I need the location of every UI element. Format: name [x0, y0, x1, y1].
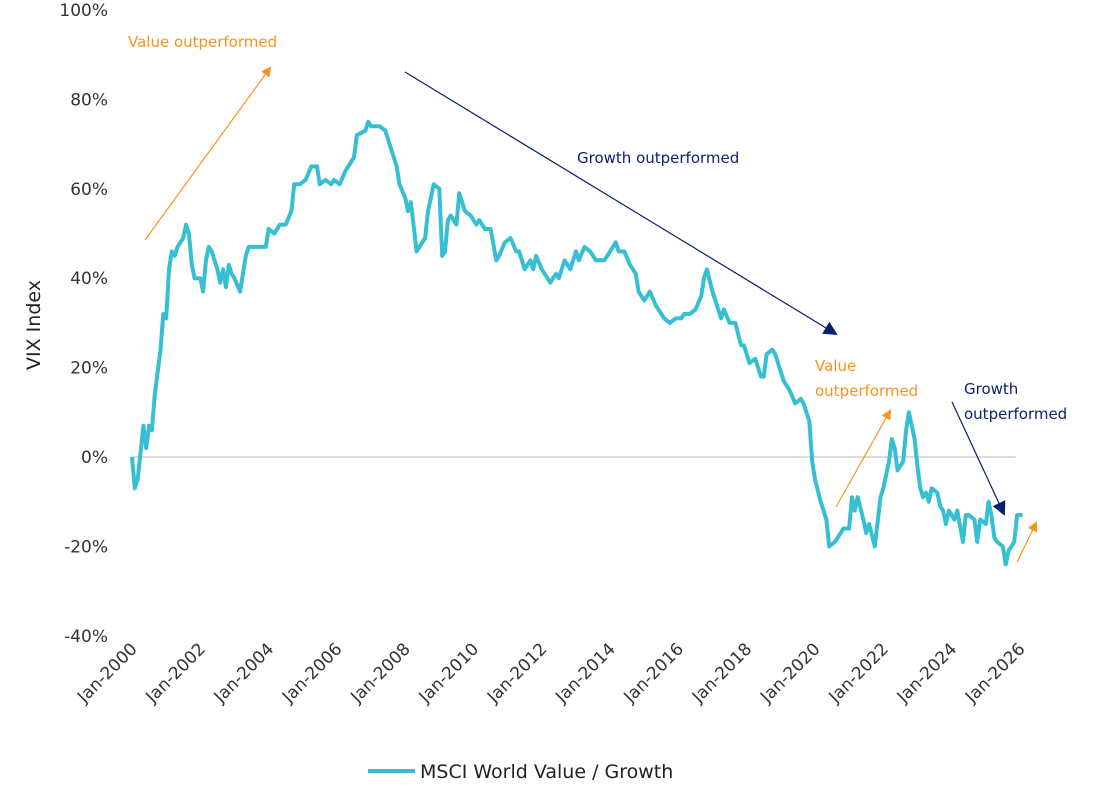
annotation-arrow-value-2	[835, 409, 891, 508]
annotation-growth-outperformed-1: Growth outperformed	[577, 149, 739, 167]
x-axis-ticks: Jan-2000 Jan-2002 Jan-2004 Jan-2006 Jan-2008…	[73, 639, 1029, 707]
annotation-arrow-value-1	[144, 66, 272, 241]
x-tick-label: Jan-2012	[483, 639, 551, 707]
x-tick-label: Jan-2002	[142, 639, 210, 707]
x-tick-label: Jan-2024	[893, 639, 961, 707]
y-tick-label: 40%	[70, 269, 108, 289]
x-tick-label: Jan-2010	[415, 639, 483, 707]
annotation-arrow-growth-1	[404, 71, 838, 336]
annotation-growth-outperformed-2-line2: outperformed	[964, 405, 1067, 423]
annotation-value-outperformed-2-line1: Value	[815, 357, 856, 375]
annotation-value-outperformed-1: Value outperformed	[128, 33, 277, 51]
y-tick-label: 80%	[70, 90, 108, 110]
annotation-value-outperformed-2-line2: outperformed	[815, 382, 918, 400]
y-axis-ticks: 100% 80% 60% 40% 20% 0% -20% -40%	[59, 1, 108, 647]
legend: MSCI World Value / Growth	[368, 761, 673, 783]
annotation-arrow-value-3	[1016, 521, 1037, 563]
x-tick-label: Jan-2000	[73, 639, 141, 707]
y-axis-title: VIX Index	[23, 280, 45, 370]
x-tick-label: Jan-2008	[346, 639, 414, 707]
y-tick-label: -40%	[64, 627, 108, 647]
annotation-growth-outperformed-2-line1: Growth	[964, 380, 1018, 398]
x-tick-label: Jan-2006	[278, 639, 346, 707]
x-tick-label: Jan-2026	[961, 639, 1029, 707]
y-tick-label: 0%	[81, 448, 108, 468]
x-tick-label: Jan-2022	[825, 639, 893, 707]
y-tick-label: 20%	[70, 359, 108, 379]
annotation-arrow-growth-2	[951, 401, 1006, 516]
x-tick-label: Jan-2004	[210, 639, 278, 707]
x-tick-label: Jan-2014	[551, 639, 619, 707]
y-tick-label: 100%	[59, 1, 108, 21]
x-tick-label: Jan-2016	[620, 639, 688, 707]
legend-label: MSCI World Value / Growth	[420, 761, 673, 782]
x-tick-label: Jan-2020	[756, 639, 824, 707]
y-tick-label: -20%	[64, 537, 108, 557]
x-tick-label: Jan-2018	[688, 639, 756, 707]
y-tick-label: 60%	[70, 180, 108, 200]
series-line-msci-world-value-growth	[130, 119, 1023, 567]
